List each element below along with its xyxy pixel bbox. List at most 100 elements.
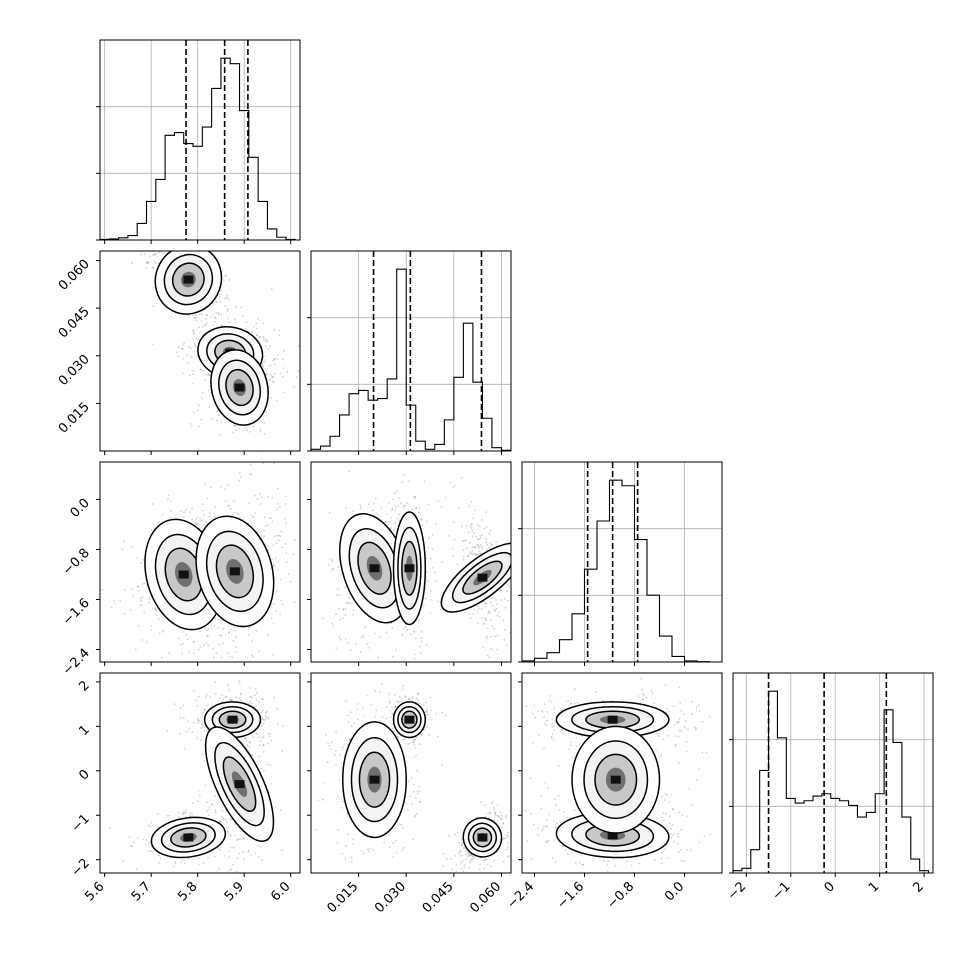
sample-point xyxy=(362,852,365,855)
sample-point xyxy=(504,606,507,609)
sample-point xyxy=(255,876,257,878)
sample-point xyxy=(366,642,369,645)
sample-point xyxy=(506,846,509,849)
sample-point xyxy=(268,735,271,738)
sample-point xyxy=(474,509,477,512)
sample-point xyxy=(180,861,183,863)
sample-point xyxy=(366,848,369,851)
sample-point xyxy=(339,618,342,621)
sample-point xyxy=(702,720,704,723)
sample-point xyxy=(123,588,126,591)
sample-point xyxy=(142,583,145,585)
sample-point xyxy=(159,857,162,860)
sample-point xyxy=(421,524,424,527)
sample-point xyxy=(391,655,394,658)
sample-point xyxy=(166,814,169,817)
sample-point xyxy=(265,718,267,720)
sample-point xyxy=(235,636,238,639)
sample-point xyxy=(464,853,467,856)
sample-point xyxy=(561,708,564,711)
sample-point xyxy=(491,625,493,628)
sample-point xyxy=(182,344,184,347)
sample-point xyxy=(388,846,391,848)
sample-point xyxy=(194,522,197,525)
sample-point xyxy=(501,822,504,825)
sample-point xyxy=(240,700,243,703)
sample-point xyxy=(217,313,220,316)
sample-point xyxy=(245,426,247,429)
sample-point xyxy=(232,431,235,434)
sample-point xyxy=(429,696,432,699)
sample-point xyxy=(393,694,396,696)
sample-point xyxy=(435,712,438,715)
sample-point xyxy=(206,809,209,812)
sample-point xyxy=(173,703,176,706)
sample-point xyxy=(262,462,265,465)
sample-point xyxy=(177,346,180,349)
sample-point xyxy=(477,622,479,625)
sample-point xyxy=(244,327,247,330)
sample-point xyxy=(246,743,249,746)
sample-point xyxy=(250,514,253,516)
sample-point xyxy=(188,727,191,730)
sample-point xyxy=(352,613,354,616)
sample-point xyxy=(206,629,209,632)
sample-point xyxy=(149,255,151,258)
sample-point xyxy=(153,253,156,255)
sample-point xyxy=(476,554,479,556)
sample-point xyxy=(420,640,423,643)
sample-point xyxy=(110,606,113,609)
sample-point xyxy=(251,753,254,756)
sample-point xyxy=(195,699,198,702)
sample-point xyxy=(170,315,173,318)
sample-point xyxy=(421,669,423,671)
sample-point xyxy=(213,316,216,319)
sample-point xyxy=(218,643,221,646)
sample-point xyxy=(493,808,496,811)
sample-point xyxy=(284,542,287,545)
sample-point xyxy=(206,313,209,316)
sample-point xyxy=(156,826,158,829)
sample-point xyxy=(228,631,231,634)
sample-point xyxy=(181,347,184,350)
sample-point xyxy=(496,648,499,651)
sample-point xyxy=(158,854,160,857)
sample-point xyxy=(255,630,258,632)
sample-point xyxy=(511,603,513,605)
sample-point xyxy=(139,240,141,242)
sample-point xyxy=(206,635,208,638)
sample-point xyxy=(469,861,472,864)
sample-point xyxy=(344,614,347,617)
sample-point xyxy=(263,535,265,538)
sample-point xyxy=(246,429,249,432)
sample-point xyxy=(496,634,499,637)
sample-point xyxy=(364,626,367,628)
sample-point xyxy=(214,617,217,620)
sample-point xyxy=(226,830,229,833)
sample-point xyxy=(403,507,405,509)
sample-point xyxy=(389,702,391,704)
sample-point xyxy=(196,522,199,525)
sample-point xyxy=(338,637,341,640)
sample-point xyxy=(466,852,469,855)
sample-point xyxy=(204,324,206,326)
sample-point xyxy=(216,802,219,805)
sample-point xyxy=(192,640,195,643)
sample-point xyxy=(429,590,432,592)
sample-point xyxy=(359,504,362,507)
sample-point xyxy=(645,696,648,699)
sample-point xyxy=(467,555,470,557)
density-region xyxy=(522,677,712,873)
sample-point xyxy=(150,628,152,631)
sample-point xyxy=(381,716,384,718)
sample-point xyxy=(341,748,344,751)
sample-point xyxy=(563,707,566,710)
sample-point xyxy=(267,732,270,735)
sample-point xyxy=(493,819,496,822)
sample-point xyxy=(484,618,487,620)
sample-point xyxy=(532,712,534,715)
sample-point xyxy=(199,331,202,334)
sample-point xyxy=(413,815,416,818)
sample-point xyxy=(214,681,217,684)
sample-point xyxy=(266,763,269,766)
